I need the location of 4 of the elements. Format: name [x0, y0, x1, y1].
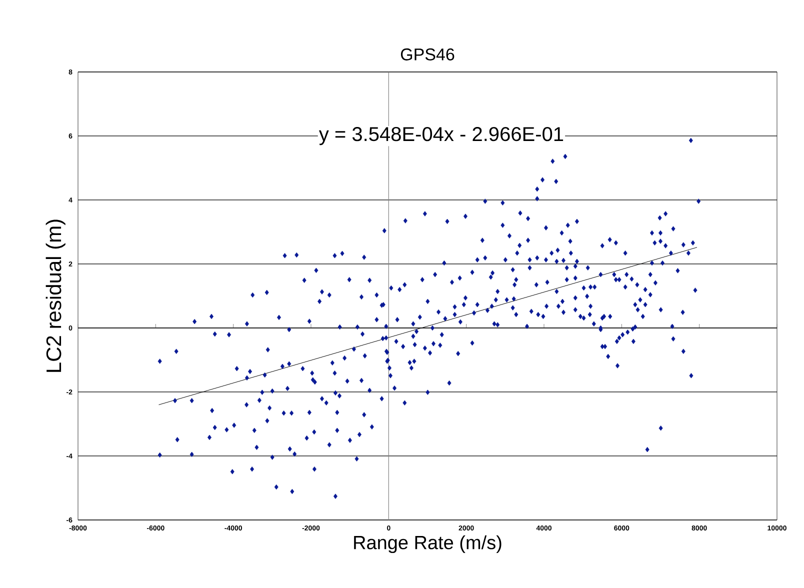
chart-title: GPS46 — [400, 48, 454, 60]
annotation: y = 3.548E-04x - 2.966E-01 — [318, 126, 564, 146]
x-axis-title: Range Rate (m/s) — [354, 535, 502, 554]
y-axis-title: LC2 residual (m) — [46, 220, 66, 372]
